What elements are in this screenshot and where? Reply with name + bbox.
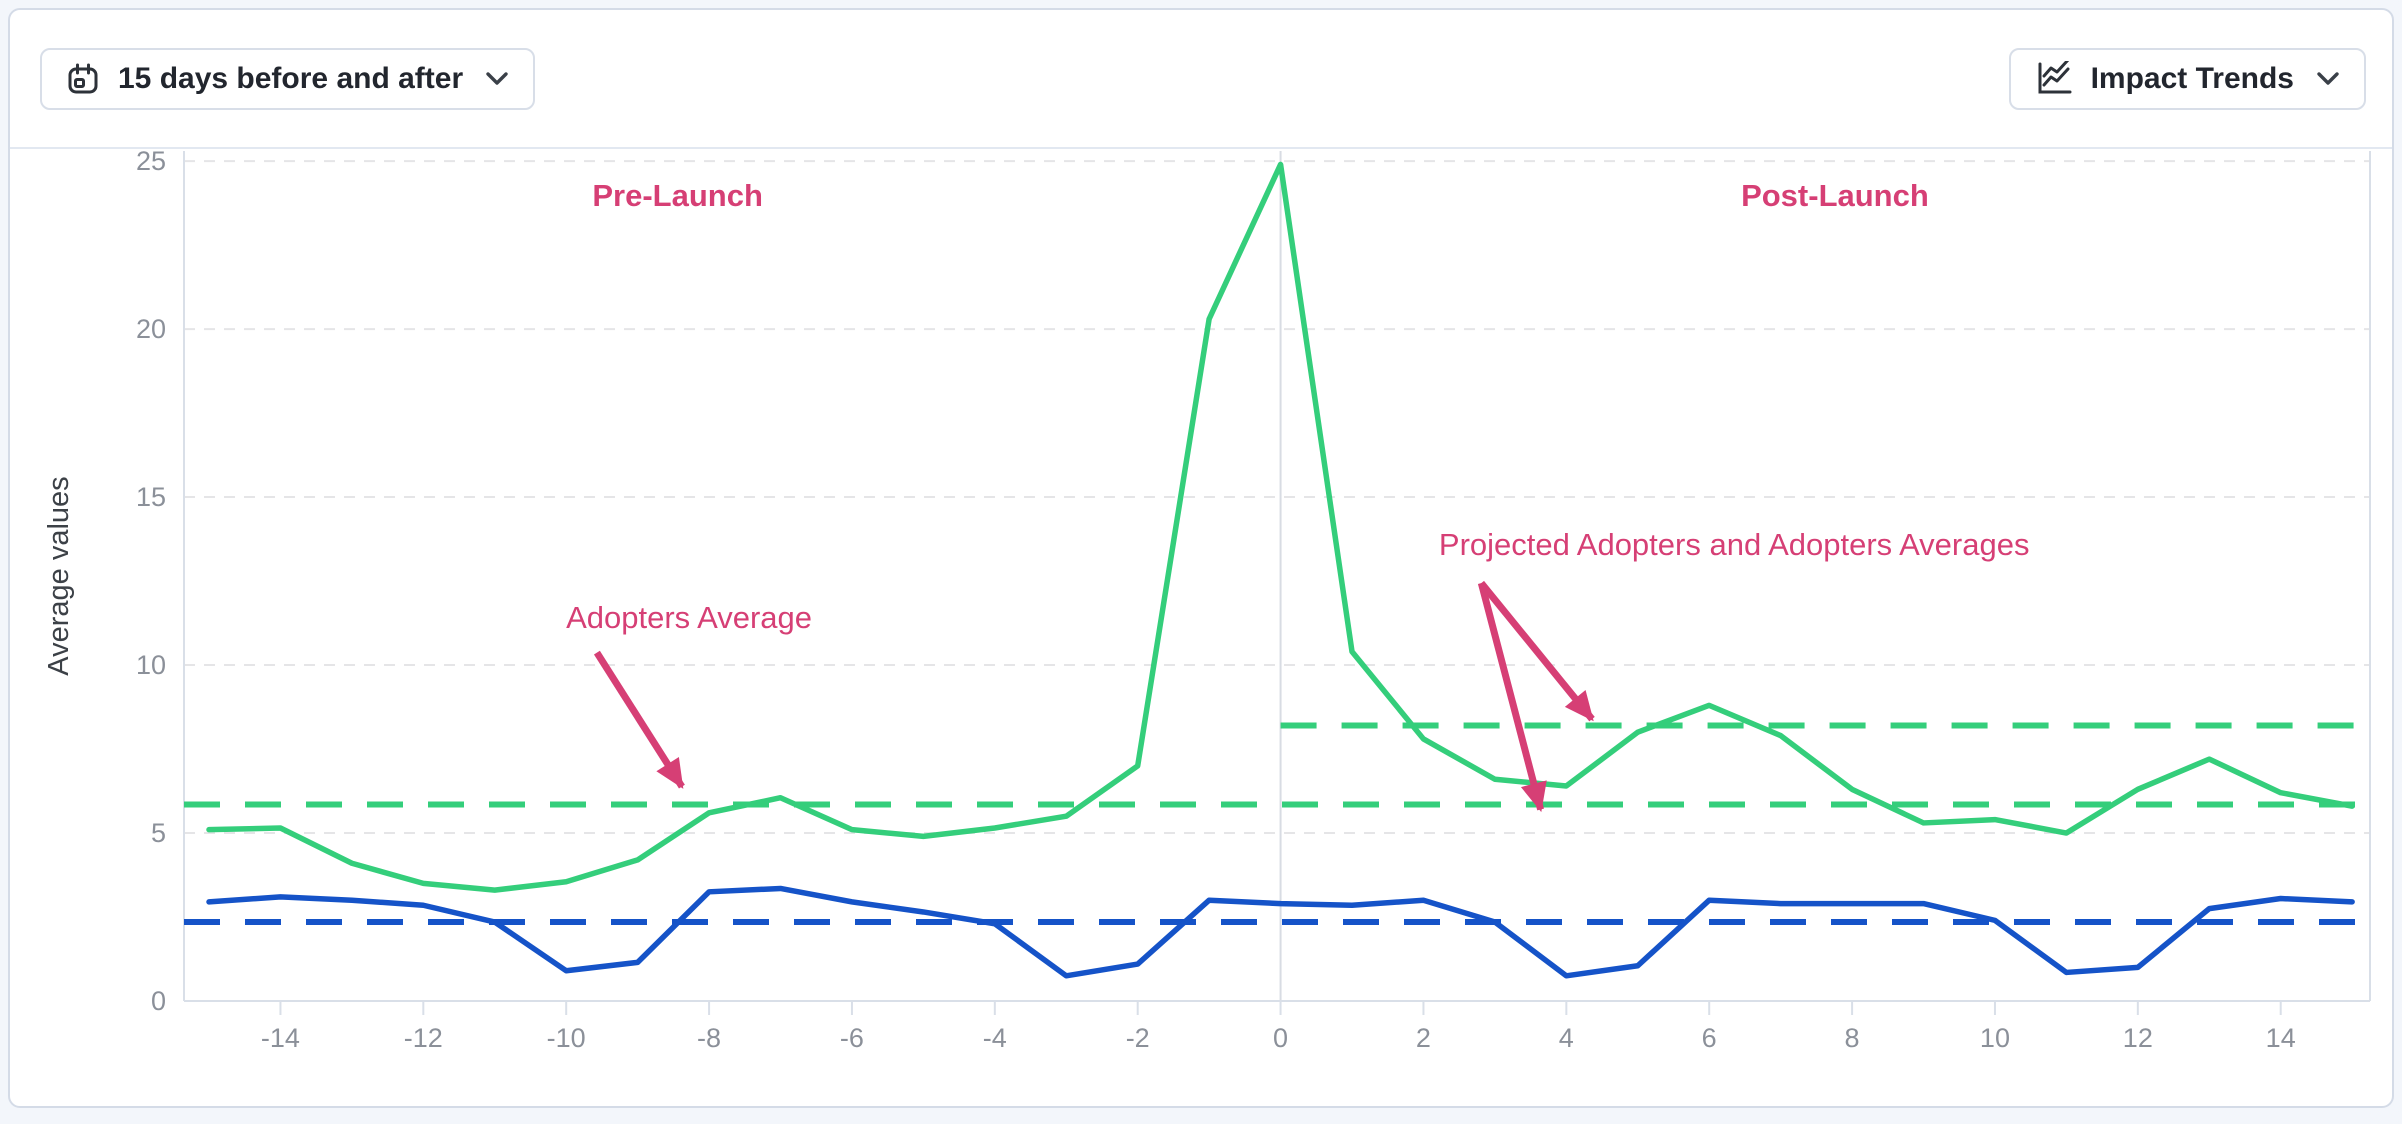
y-axis-title: Average values bbox=[43, 476, 75, 675]
y-tick-label: 15 bbox=[136, 482, 166, 512]
y-tick-label: 25 bbox=[136, 149, 166, 176]
y-tick-label: 5 bbox=[151, 818, 166, 848]
date-range-label: 15 days before and after bbox=[118, 61, 464, 95]
y-tick-label: 0 bbox=[151, 986, 166, 1016]
pre-launch-label: Pre-Launch bbox=[592, 178, 763, 213]
x-tick-label: 12 bbox=[2123, 1023, 2153, 1053]
x-tick-label: -12 bbox=[404, 1023, 443, 1053]
dashboard-card: 15 days before and after Impact Trends bbox=[8, 8, 2394, 1108]
projected-averages-label-arrow bbox=[1478, 580, 1595, 722]
projected-averages-label: Projected Adopters and Adopters Averages bbox=[1439, 527, 2030, 562]
chevron-down-icon bbox=[2316, 71, 2340, 86]
projected-adopters-line bbox=[206, 885, 2355, 979]
x-tick-label: 8 bbox=[1845, 1023, 1860, 1053]
projected-averages-label-arrow bbox=[1477, 582, 1547, 813]
x-tick-label: 4 bbox=[1559, 1023, 1574, 1053]
calendar-icon bbox=[66, 62, 100, 96]
x-tick-label: 0 bbox=[1273, 1023, 1288, 1053]
x-tick-label: -14 bbox=[261, 1023, 300, 1053]
adopters-average-label-arrow bbox=[593, 650, 685, 789]
chart-area: -14 -12 -10 -8 -6 -4 -2 0 2 4 6 8 10 12 14 0 5 10 15 20 25 Av… bbox=[10, 146, 2392, 1108]
y-tick-label: 10 bbox=[136, 650, 166, 680]
post-launch-label: Post-Launch bbox=[1741, 178, 1929, 213]
x-tick-label: 6 bbox=[1702, 1023, 1717, 1053]
x-tick-label: 10 bbox=[1980, 1023, 2010, 1053]
impact-trends-button[interactable]: Impact Trends bbox=[2008, 47, 2366, 110]
x-tick-label: -6 bbox=[840, 1023, 864, 1053]
chevron-down-icon bbox=[485, 71, 509, 86]
adopters-average-label: Adopters Average bbox=[566, 600, 812, 635]
x-tick-label: -2 bbox=[1126, 1023, 1150, 1053]
impact-trends-label: Impact Trends bbox=[2090, 61, 2294, 95]
chart-toolbar: 15 days before and after Impact Trends bbox=[10, 10, 2392, 149]
x-tick-label: -8 bbox=[697, 1023, 721, 1053]
y-tick-label: 20 bbox=[136, 314, 166, 344]
x-tick-label: -10 bbox=[547, 1023, 586, 1053]
line-chart-icon bbox=[2035, 60, 2073, 97]
x-tick-label: 2 bbox=[1416, 1023, 1431, 1053]
impact-trends-chart: -14 -12 -10 -8 -6 -4 -2 0 2 4 6 8 10 12 14 0 5 10 15 20 25 Av… bbox=[43, 146, 2371, 1053]
adopters-line bbox=[206, 161, 2355, 893]
x-tick-label: 14 bbox=[2266, 1023, 2296, 1053]
date-range-button[interactable]: 15 days before and after bbox=[40, 47, 536, 110]
x-tick-label: -4 bbox=[983, 1023, 1007, 1053]
